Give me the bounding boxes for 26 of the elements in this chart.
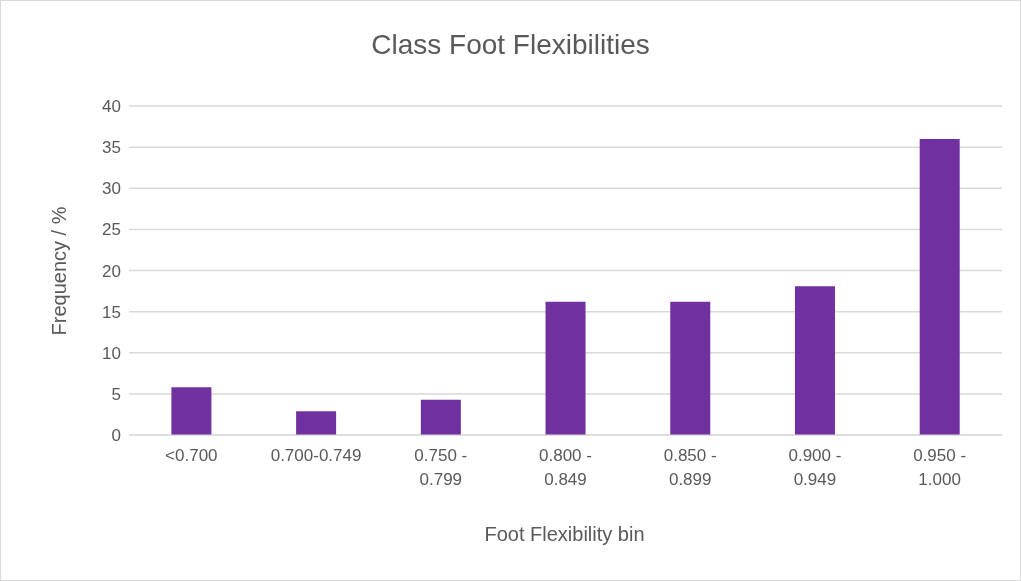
x-tick-label: 0.750 - 0.799 bbox=[414, 446, 468, 489]
x-tick-label: 0.800 - 0.849 bbox=[539, 446, 592, 489]
bar bbox=[296, 411, 337, 435]
y-tick-label: 0 bbox=[111, 426, 121, 446]
y-tick-label: 25 bbox=[102, 220, 121, 240]
y-axis-title: Frequency / % bbox=[47, 206, 71, 336]
y-tick-label: 35 bbox=[102, 138, 121, 158]
bar bbox=[919, 138, 960, 435]
x-tick-label: 0.850 - 0.899 bbox=[663, 446, 717, 489]
y-tick-label: 5 bbox=[111, 384, 121, 404]
y-tick-label: 40 bbox=[102, 97, 121, 117]
y-tick-label: 20 bbox=[102, 261, 121, 281]
y-tick-label: 15 bbox=[102, 302, 121, 322]
x-axis-title: Foot Flexibility bin bbox=[483, 523, 646, 546]
bar bbox=[545, 301, 586, 435]
x-tick-label: <0.700 bbox=[165, 446, 218, 465]
bar bbox=[420, 399, 461, 435]
y-tick-label: 30 bbox=[102, 179, 121, 199]
x-tick-label: 0.700-0.749 bbox=[270, 446, 362, 465]
chart-title: Class Foot Flexibilities bbox=[370, 29, 651, 61]
x-tick-label: 0.950 - 1.000 bbox=[913, 446, 967, 489]
y-tick-label: 10 bbox=[102, 343, 121, 363]
bar bbox=[171, 387, 212, 435]
bar bbox=[670, 301, 711, 435]
bar bbox=[794, 286, 835, 435]
x-tick-label: 0.900 - 0.949 bbox=[788, 446, 842, 489]
